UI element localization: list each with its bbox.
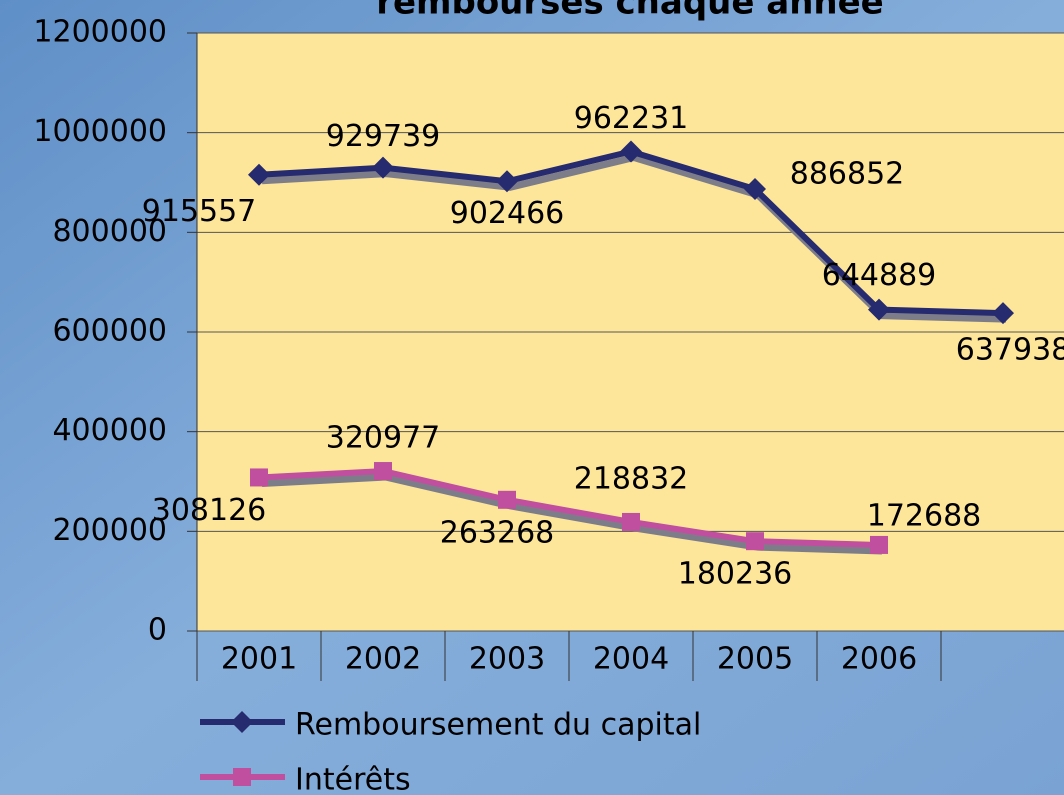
legend-marker [231,711,253,733]
data-label: 218832 [574,461,689,496]
marker [622,512,640,531]
chart-title: remboursés chaque année [376,0,884,23]
marker [870,535,888,554]
x-tick-label: 2004 [593,642,669,677]
marker [744,178,766,201]
data-label: 180236 [678,557,793,592]
data-label: 644889 [822,258,937,293]
y-tick-label: 0 [148,613,167,648]
line-shadow [261,473,883,555]
y-tick-label: 1200000 [33,15,167,50]
marker [498,490,516,509]
marker [992,302,1014,325]
x-tick-label: 2001 [221,642,297,677]
data-label: 308126 [152,493,267,528]
y-tick-label: 800000 [52,214,167,249]
marker [496,170,518,193]
marker [248,163,270,186]
y-tick-label: 1000000 [33,114,167,149]
data-label: 929739 [326,119,441,154]
legend-marker [233,768,251,786]
marker [620,140,642,163]
y-tick-label: 200000 [52,513,167,548]
data-label: 320977 [326,421,441,456]
marker [746,532,764,551]
data-label: 915557 [142,194,257,229]
data-label: 962231 [574,101,689,136]
x-tick-label: 2003 [469,642,545,677]
legend-label: Intérêts [295,763,411,795]
x-tick-label: 2006 [841,642,917,677]
marker [372,156,394,179]
data-label: 886852 [790,157,905,192]
data-label: 637938 [956,333,1064,368]
marker [374,462,392,481]
x-tick-label: 2002 [345,642,421,677]
x-tick-label: 2005 [717,642,793,677]
marker [250,468,268,487]
data-label: 172688 [867,498,982,533]
y-tick-label: 600000 [52,314,167,349]
series-line [258,468,880,548]
data-label: 902466 [450,196,565,231]
y-tick-label: 400000 [52,413,167,448]
marker [868,298,890,321]
data-label: 263268 [440,515,555,550]
legend-label: Remboursement du capital [295,708,701,743]
